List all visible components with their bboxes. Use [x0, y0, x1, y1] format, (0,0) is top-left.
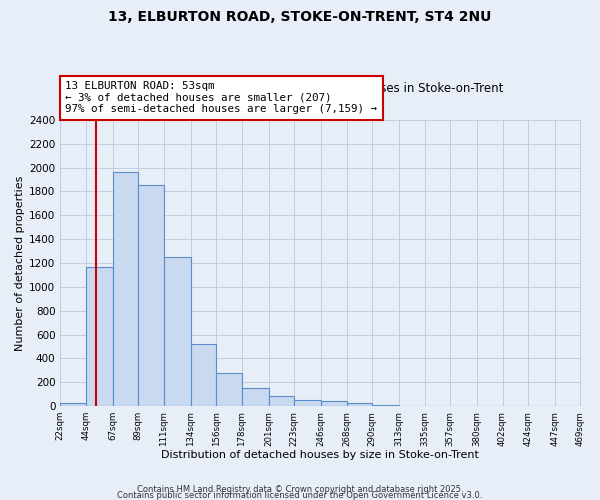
Bar — [347, 403, 372, 406]
Bar — [164, 257, 191, 406]
Text: 13, ELBURTON ROAD, STOKE-ON-TRENT, ST4 2NU: 13, ELBURTON ROAD, STOKE-ON-TRENT, ST4 2… — [109, 10, 491, 24]
Bar — [60, 403, 86, 406]
Y-axis label: Number of detached properties: Number of detached properties — [15, 176, 25, 350]
Bar — [138, 186, 164, 406]
Text: 13 ELBURTON ROAD: 53sqm
← 3% of detached houses are smaller (207)
97% of semi-de: 13 ELBURTON ROAD: 53sqm ← 3% of detached… — [65, 81, 377, 114]
Title: Size of property relative to detached houses in Stoke-on-Trent: Size of property relative to detached ho… — [137, 82, 503, 95]
Bar — [321, 402, 347, 406]
Bar — [269, 396, 294, 406]
Bar — [113, 172, 138, 406]
Bar — [294, 400, 321, 406]
Bar — [216, 374, 242, 406]
Bar — [372, 405, 399, 406]
Bar — [191, 344, 216, 406]
Bar — [242, 388, 269, 406]
X-axis label: Distribution of detached houses by size in Stoke-on-Trent: Distribution of detached houses by size … — [161, 450, 479, 460]
Text: Contains public sector information licensed under the Open Government Licence v3: Contains public sector information licen… — [118, 490, 482, 500]
Bar — [86, 266, 113, 406]
Text: Contains HM Land Registry data © Crown copyright and database right 2025.: Contains HM Land Registry data © Crown c… — [137, 485, 463, 494]
